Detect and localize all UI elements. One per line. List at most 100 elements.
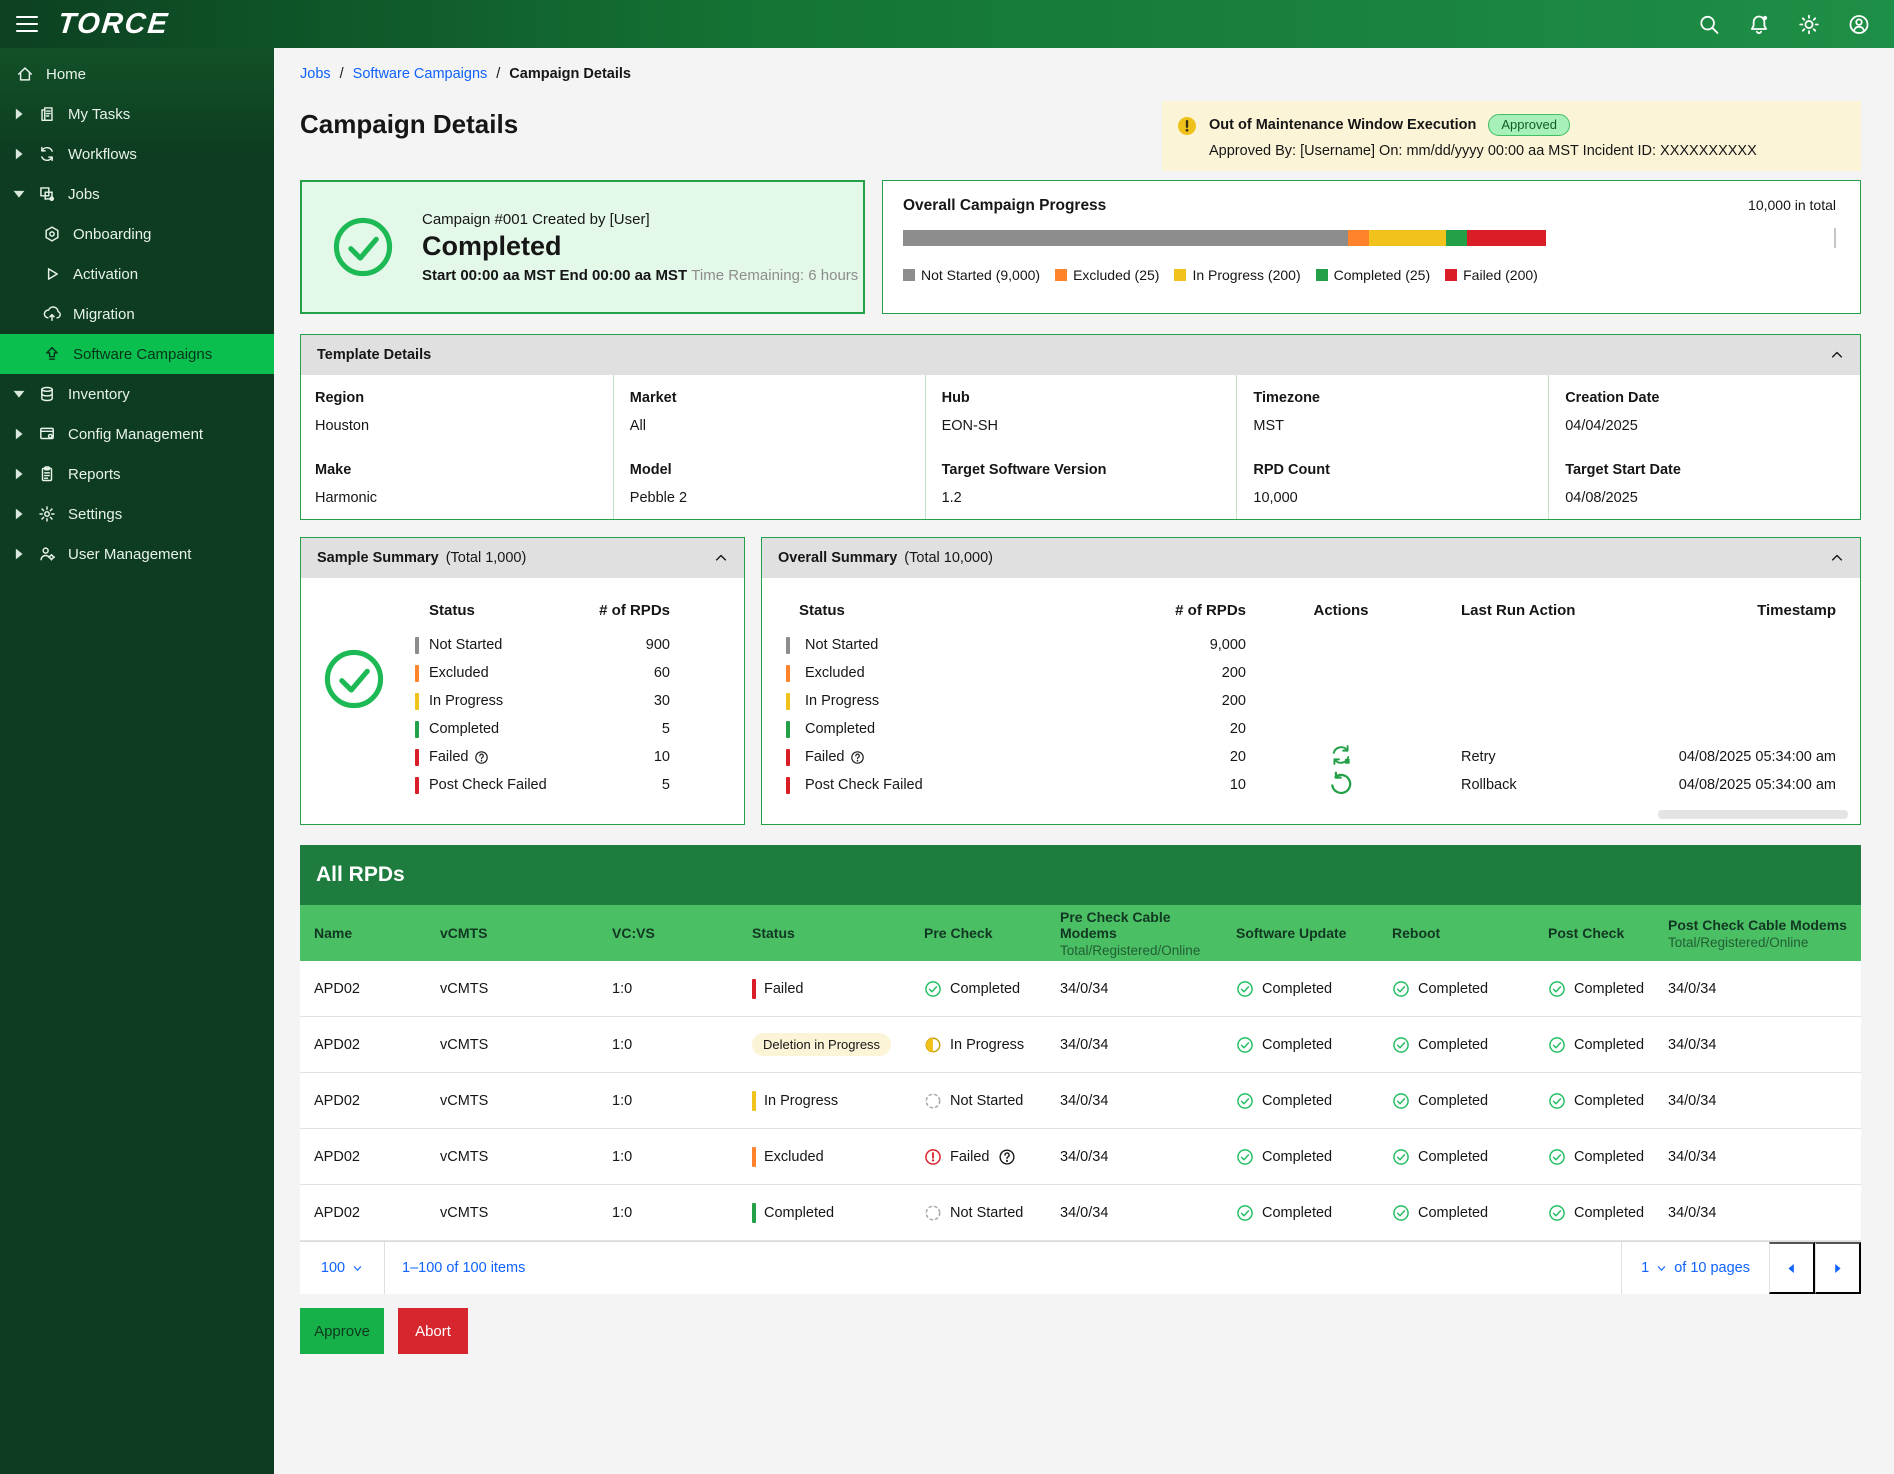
field-timezone: TimezoneMST <box>1236 375 1548 447</box>
table-row[interactable]: APD02vCMTS1:0CompletedNot Started34/0/34… <box>300 1185 1861 1241</box>
all-rpds-title: All RPDs <box>300 845 1861 905</box>
all-rpds-header-row: Name vCMTS VC:VS Status Pre Check Pre Ch… <box>300 905 1861 961</box>
notifications-bell-icon[interactable] <box>1742 7 1776 41</box>
overall-progress-card: Overall Campaign Progress 10,000 in tota… <box>882 180 1861 314</box>
theme-sun-icon[interactable] <box>1792 7 1826 41</box>
summary-row-failed: Failed20Retry04/08/2025 05:34:00 am <box>786 743 1836 771</box>
col-status: Status <box>415 602 599 619</box>
help-icon[interactable] <box>998 1148 1016 1166</box>
status-label-text: Failed <box>429 749 469 765</box>
sidebar-item-inventory[interactable]: Inventory <box>0 374 274 414</box>
sidebar-item-software-campaigns[interactable]: Software Campaigns <box>0 334 274 374</box>
breadcrumb-link-jobs[interactable]: Jobs <box>300 66 331 82</box>
pagination-range: 1–100 of 100 items <box>385 1260 1621 1276</box>
approve-button[interactable]: Approve <box>300 1308 384 1354</box>
state-check-icon <box>1236 1092 1254 1110</box>
cell-vcmts: vCMTS <box>440 1149 612 1165</box>
summary-row-post-check-failed: Post Check Failed10Rollback04/08/2025 05… <box>786 771 1836 799</box>
field-value: 10,000 <box>1253 490 1538 506</box>
table-row[interactable]: APD02vCMTS1:0In ProgressNot Started34/0/… <box>300 1073 1861 1129</box>
sidebar-item-my-tasks[interactable]: My Tasks <box>0 94 274 134</box>
sample-summary-total: (Total 1,000) <box>446 550 527 566</box>
sidebar-item-home[interactable]: Home <box>0 54 274 94</box>
next-page-button[interactable] <box>1815 1242 1861 1294</box>
help-icon[interactable] <box>474 750 489 765</box>
sidebar-item-config-management[interactable]: Config Management <box>0 414 274 454</box>
footer-actions: Approve Abort <box>300 1308 1861 1354</box>
cell-pre-check-cm: 34/0/34 <box>1060 1093 1236 1109</box>
rpd-count: 200 <box>1096 665 1246 681</box>
progress-legend: Not Started (9,000)Excluded (25)In Progr… <box>903 267 1836 283</box>
chevron-up-icon[interactable] <box>1830 551 1844 565</box>
sidebar-item-label: Config Management <box>68 426 203 443</box>
sidebar-item-activation[interactable]: Activation <box>0 254 274 294</box>
legend-swatch <box>1174 269 1186 281</box>
warning-icon <box>1177 116 1197 136</box>
chevron-up-icon[interactable] <box>714 551 728 565</box>
abort-button[interactable]: Abort <box>398 1308 468 1354</box>
table-row[interactable]: APD02vCMTS1:0Deletion in ProgressIn Prog… <box>300 1017 1861 1073</box>
table-row[interactable]: APD02vCMTS1:0FailedCompleted34/0/34Compl… <box>300 961 1861 1017</box>
state-label: Completed <box>950 981 1020 997</box>
page-size-select[interactable]: 100 <box>300 1242 385 1294</box>
table-row[interactable]: APD02vCMTS1:0ExcludedFailed34/0/34Comple… <box>300 1129 1861 1185</box>
retry-icon[interactable] <box>1329 743 1353 767</box>
legend-item-completed: Completed (25) <box>1316 267 1431 283</box>
state-check-icon <box>1392 1036 1410 1054</box>
state-in-progress: In Progress <box>924 1036 1060 1054</box>
search-icon[interactable] <box>1692 7 1726 41</box>
help-icon[interactable] <box>850 750 865 765</box>
status-label-text: Excluded <box>429 665 489 681</box>
state-completed: Completed <box>1392 1148 1548 1166</box>
main-content: Jobs / Software Campaigns / Campaign Det… <box>274 48 1894 1474</box>
legend-item-not-started: Not Started (9,000) <box>903 267 1040 283</box>
field-creation-date: Creation Date04/04/2025 <box>1548 375 1860 447</box>
state-completed: Completed <box>924 980 1060 998</box>
settings-icon <box>38 505 56 523</box>
summaries-row: Sample Summary (Total 1,000) Status # of… <box>300 537 1861 825</box>
sidebar-item-user-management[interactable]: User Management <box>0 534 274 574</box>
progress-segment-in-progress <box>1369 230 1446 246</box>
col-rpds: # of RPDs <box>599 602 670 619</box>
time-remaining: Time Remaining: 6 hours <box>691 267 858 284</box>
sidebar-item-onboarding[interactable]: Onboarding <box>0 214 274 254</box>
cell-name: APD02 <box>300 981 440 997</box>
rpd-count: 30 <box>654 693 670 709</box>
cell-pre-check: Not Started <box>924 1204 1060 1222</box>
sidebar-item-label: User Management <box>68 546 191 563</box>
cell-reboot: Completed <box>1392 1036 1548 1054</box>
page-number-select[interactable]: 1 of 10 pages <box>1621 1242 1769 1294</box>
rollback-icon[interactable] <box>1329 771 1353 795</box>
cell-status: In Progress <box>752 1091 924 1111</box>
summary-row-not-started: Not Started900 <box>415 631 670 659</box>
state-completed: Completed <box>1392 1092 1548 1110</box>
summary-row-post-check-failed: Post Check Failed5 <box>415 771 670 799</box>
cell-post-check: Completed <box>1548 1036 1668 1054</box>
last-run-action: Rollback <box>1436 777 1666 793</box>
state-label: Failed <box>950 1149 990 1165</box>
sidebar-item-jobs[interactable]: Jobs <box>0 174 274 214</box>
status-card-text: Campaign #001 Created by [User] Complete… <box>422 211 858 284</box>
previous-page-button[interactable] <box>1769 1242 1815 1294</box>
sidebar-item-reports[interactable]: Reports <box>0 454 274 494</box>
horizontal-scrollbar[interactable] <box>1658 810 1848 819</box>
legend-label: Not Started (9,000) <box>921 267 1040 283</box>
cell-status: Deletion in Progress <box>752 1037 924 1053</box>
legend-label: Excluded (25) <box>1073 267 1159 283</box>
chevron-up-icon[interactable] <box>1830 348 1844 362</box>
cell-status: Failed <box>752 979 924 999</box>
app-logo[interactable]: TORCE <box>56 10 170 39</box>
user-avatar-icon[interactable] <box>1842 7 1876 41</box>
sidebar-item-workflows[interactable]: Workflows <box>0 134 274 174</box>
sidebar-item-settings[interactable]: Settings <box>0 494 274 534</box>
state-completed: Completed <box>1548 980 1668 998</box>
sidebar-item-migration[interactable]: Migration <box>0 294 274 334</box>
field-target-start-date: Target Start Date04/08/2025 <box>1548 447 1860 519</box>
field-label: Hub <box>942 390 1227 406</box>
breadcrumb-link-software-campaigns[interactable]: Software Campaigns <box>353 66 488 82</box>
status-pill: Deletion in Progress <box>752 1033 891 1056</box>
status-label-text: Excluded <box>805 665 865 681</box>
sidebar-item-label: Jobs <box>68 186 100 203</box>
breadcrumb-separator: / <box>496 66 500 82</box>
hamburger-menu-icon[interactable] <box>14 14 40 34</box>
